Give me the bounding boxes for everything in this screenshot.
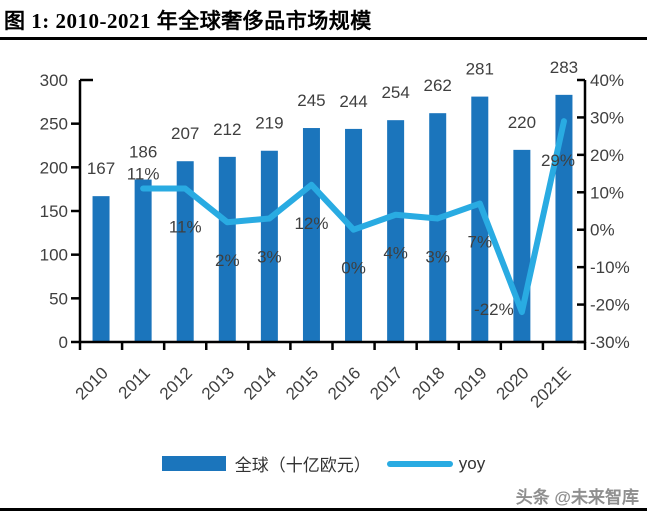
chart-text: 10%: [590, 183, 624, 202]
chart-text: 2011: [115, 363, 154, 402]
chart-text: 254: [381, 83, 409, 102]
legend-item-yoy: yoy: [371, 454, 485, 474]
legend-item-global: 全球（十亿欧元）: [161, 451, 371, 476]
chart-text: 4%: [383, 244, 408, 263]
title-rule: [0, 37, 647, 40]
line-series-swatch-icon: [386, 460, 453, 467]
chart-text: 250: [40, 115, 68, 134]
chart-text: 283: [550, 58, 578, 77]
chart-text: 0: [59, 333, 68, 352]
chart-text: 281: [466, 60, 494, 79]
chart-text: 212: [213, 120, 241, 139]
bar-2021E: [555, 94, 573, 342]
bar-2016: [345, 128, 363, 342]
chart-text: 2014: [240, 363, 280, 403]
chart-text: 2019: [450, 363, 490, 403]
bar-2014: [260, 150, 278, 342]
chart-text: 11%: [169, 218, 202, 237]
chart-text: 7%: [468, 233, 493, 252]
chart-text: -10%: [590, 258, 630, 277]
bar-2010: [92, 196, 110, 342]
chart-text: -20%: [590, 296, 630, 315]
figure-title: 图 1: 2010-2021 年全球奢侈品市场规模: [4, 9, 372, 33]
chart-text: 0%: [590, 221, 615, 240]
chart-text: 245: [297, 91, 325, 110]
chart-text: 29%: [541, 151, 575, 170]
chart-text: 100: [40, 246, 68, 265]
chart-text: 150: [40, 202, 68, 221]
chart-legend: 全球（十亿欧元） yoy: [0, 451, 647, 476]
legend-label-global: 全球（十亿欧元）: [234, 456, 371, 475]
chart-text: 40%: [590, 71, 624, 90]
chart-text: 207: [171, 124, 199, 143]
chart-text: 2%: [215, 251, 240, 270]
chart-text: 220: [508, 113, 536, 132]
chart-text: 2010: [72, 363, 112, 403]
chart-text: 219: [255, 114, 283, 133]
chart-text: 30%: [590, 108, 624, 127]
chart-text: -30%: [590, 333, 630, 352]
chart-text: 3%: [425, 247, 450, 266]
chart-text: 244: [339, 92, 367, 111]
chart-text: -22%: [474, 300, 514, 319]
chart-text: 20%: [590, 146, 624, 165]
chart-text: 262: [424, 76, 452, 95]
bar-2018: [429, 113, 447, 342]
chart-text: 2012: [156, 363, 196, 403]
bar-series-swatch-icon: [161, 456, 226, 471]
chart-text: 12%: [294, 214, 328, 233]
bar-2017: [387, 120, 405, 342]
bar-2011: [134, 179, 152, 342]
yoy-line: [140, 118, 567, 316]
chart-text: 2016: [324, 363, 364, 403]
chart-text: 2017: [366, 363, 406, 403]
chart-text: 2015: [282, 363, 322, 403]
bottom-rule: [0, 508, 647, 511]
bar-2019: [471, 96, 489, 343]
legend-label-yoy: yoy: [458, 453, 486, 473]
chart-text: 50: [49, 289, 68, 308]
chart-text: 200: [40, 158, 68, 177]
chart-text: 0%: [341, 259, 366, 278]
chart-text: 167: [87, 159, 115, 178]
bar-2013: [218, 156, 236, 342]
chart-text: 300: [40, 71, 68, 90]
chart-text: 186: [129, 143, 157, 162]
chart-text: 3%: [257, 247, 282, 266]
watermark: 头条 @未来智库: [515, 488, 639, 507]
chart-text: 2018: [408, 363, 448, 403]
chart-text: 2013: [198, 363, 238, 403]
chart-text: 2021E: [527, 363, 575, 411]
bar-2015: [302, 128, 320, 342]
chart-text: 11%: [127, 165, 160, 184]
bar-2012: [176, 161, 194, 342]
